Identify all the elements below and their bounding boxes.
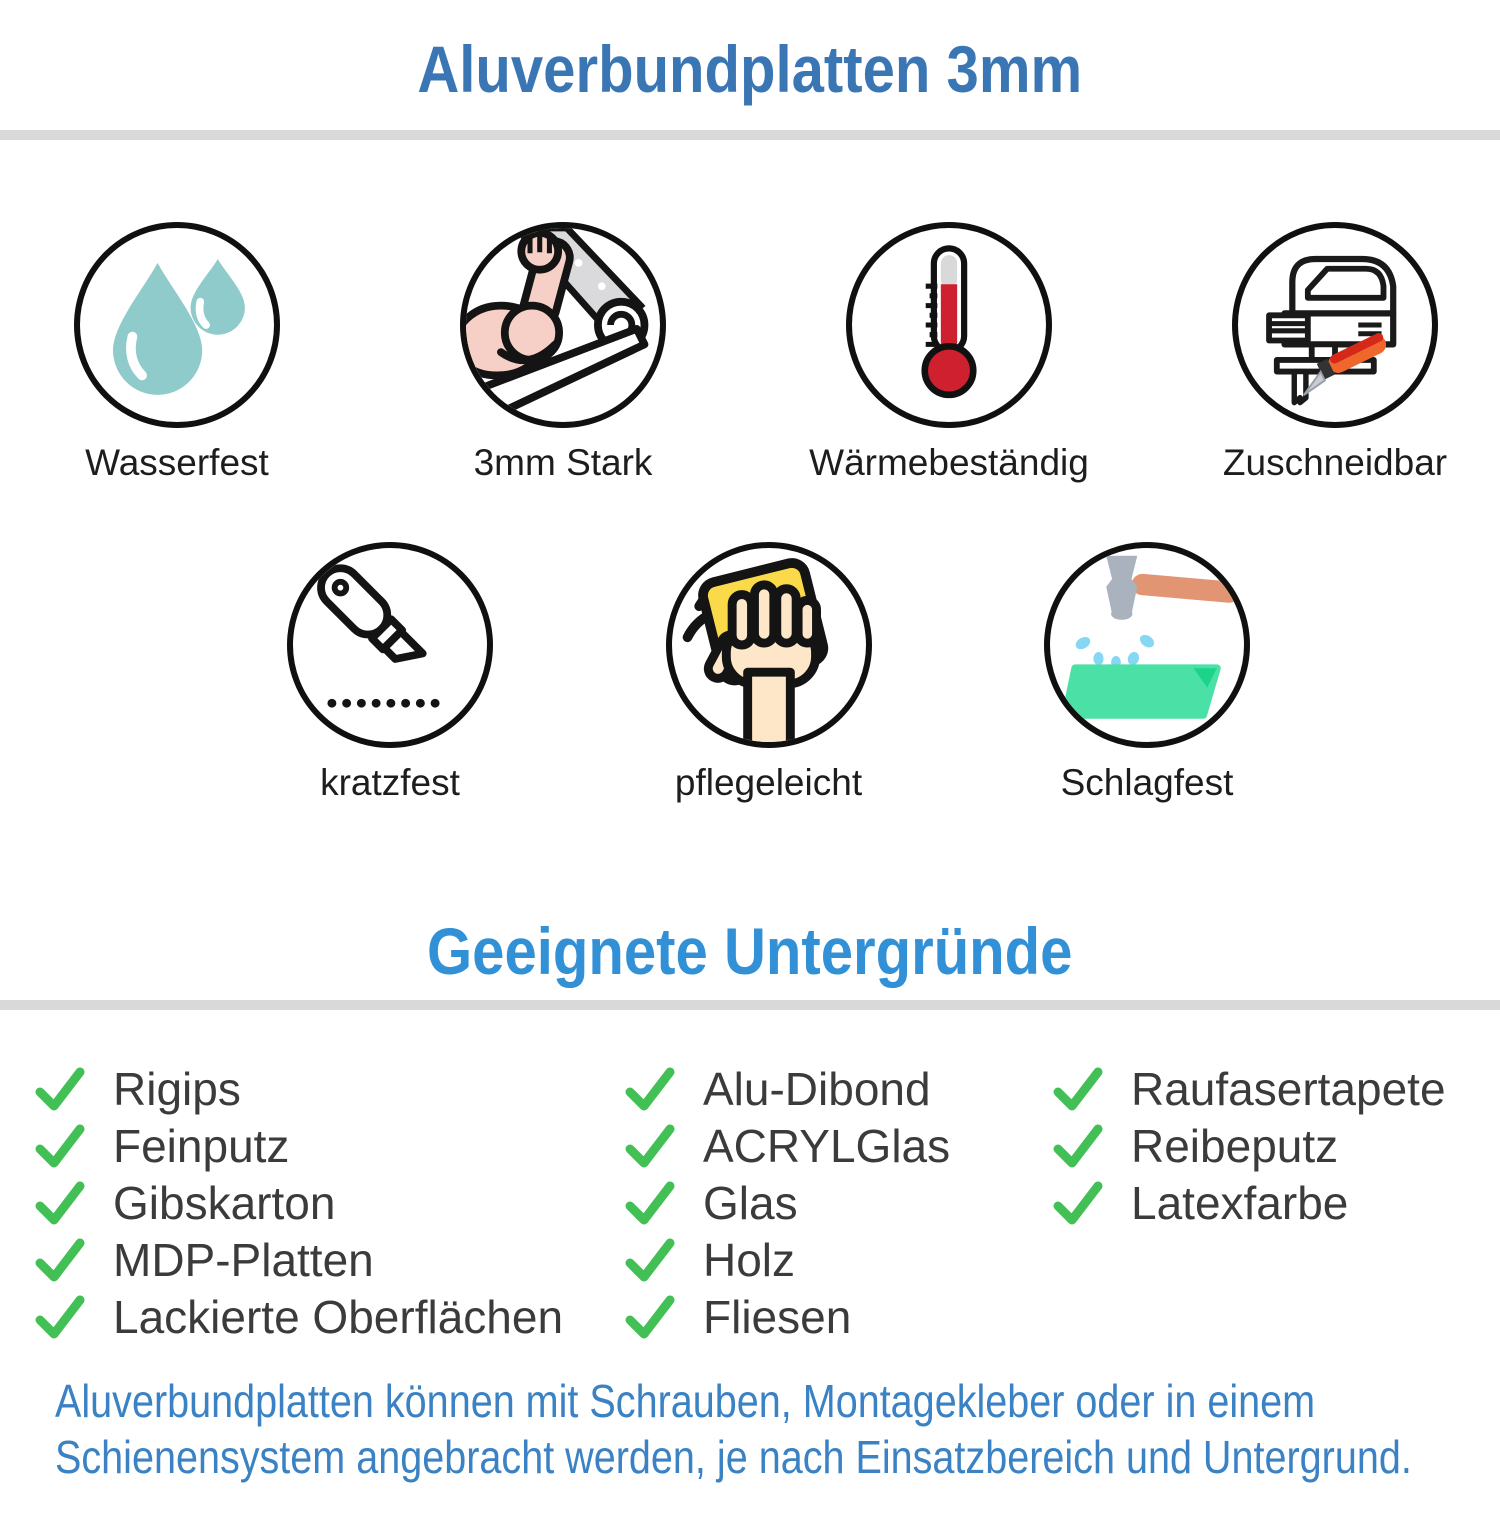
substrate-item: Holz <box>625 1231 1053 1288</box>
utility-knife-icon <box>287 542 493 748</box>
substrate-item: Alu-Dibond <box>625 1060 1053 1117</box>
substrate-label: Feinputz <box>113 1119 290 1172</box>
check-icon <box>1053 1124 1103 1167</box>
substrate-label: ACRYLGlas <box>703 1119 951 1172</box>
feature-label: Schlagfest <box>1060 762 1234 803</box>
substrate-item: Lackierte Oberflächen <box>35 1288 625 1345</box>
substrate-label: Rigips <box>113 1062 241 1115</box>
cleaning-hand-icon <box>665 542 872 748</box>
check-icon <box>35 1124 85 1167</box>
feature-schlagfest: Schlagfest <box>1032 542 1262 804</box>
section-title-text: Geeignete Untergründe <box>427 914 1073 988</box>
divider-top <box>0 130 1500 140</box>
features-row-1: Wasserfest <box>0 222 1500 484</box>
check-icon <box>625 1238 675 1281</box>
substrates-column-2: Alu-Dibond ACRYLGlas Glas Holz Fliesen <box>625 1060 1053 1345</box>
check-icon <box>35 1181 85 1224</box>
water-drops-icon <box>74 222 280 428</box>
check-icon <box>1053 1181 1103 1224</box>
feature-zuschneidbar: Zuschneidbar <box>1220 222 1450 484</box>
feature-kratzfest: kratzfest <box>275 542 505 804</box>
page-title-text: Aluverbundplatten 3mm <box>417 32 1083 106</box>
feature-label: Zuschneidbar <box>1222 442 1448 483</box>
check-icon <box>35 1238 85 1281</box>
substrate-item: ACRYLGlas <box>625 1117 1053 1174</box>
check-icon <box>625 1181 675 1224</box>
substrate-label: Glas <box>703 1176 798 1229</box>
feature-label: 3mm Stark <box>473 442 653 483</box>
substrate-item: Rigips <box>35 1060 625 1117</box>
mounting-note-line-1: Aluverbundplatten können mit Schrauben, … <box>55 1375 1316 1427</box>
section-title-untergruende: Geeignete Untergründe <box>0 918 1500 984</box>
feature-label: Wärmebeständig <box>809 442 1089 483</box>
substrate-item: Reibeputz <box>1053 1117 1500 1174</box>
check-icon <box>35 1295 85 1338</box>
check-icon <box>625 1124 675 1167</box>
mounting-note: Aluverbundplatten können mit Schrauben, … <box>55 1373 1500 1485</box>
feature-label: Wasserfest <box>85 442 269 483</box>
substrate-item: Feinputz <box>35 1117 625 1174</box>
muscle-arm-icon <box>460 222 666 428</box>
mounting-note-line-2: Schienensystem angebracht werden, je nac… <box>55 1431 1412 1483</box>
hammer-impact-icon <box>1044 542 1250 748</box>
substrate-item: Fliesen <box>625 1288 1053 1345</box>
check-icon <box>625 1067 675 1110</box>
substrate-label: Lackierte Oberflächen <box>113 1290 564 1343</box>
substrates-column-1: Rigips Feinputz Gibskarton MDP-Platten L… <box>35 1060 625 1345</box>
divider-substrates <box>0 1000 1500 1010</box>
substrate-label: Holz <box>703 1233 796 1286</box>
page-title: Aluverbundplatten 3mm <box>0 34 1500 104</box>
thermometer-icon <box>846 222 1052 428</box>
feature-waermebestaendig: Wärmebeständig <box>809 222 1089 484</box>
substrate-label: Reibeputz <box>1131 1119 1339 1172</box>
substrate-label: Gibskarton <box>113 1176 336 1229</box>
feature-wasserfest: Wasserfest <box>62 222 292 484</box>
jigsaw-knife-icon <box>1232 222 1438 428</box>
infographic-page: Aluverbundplatten 3mm Wasserfest <box>0 34 1500 1485</box>
substrates-column-3: Raufasertapete Reibeputz Latexfarbe <box>1053 1060 1500 1345</box>
substrate-item: Glas <box>625 1174 1053 1231</box>
substrates-columns: Rigips Feinputz Gibskarton MDP-Platten L… <box>0 1060 1500 1345</box>
substrate-label: Raufasertapete <box>1131 1062 1446 1115</box>
features-row-2: kratzfest <box>0 542 1500 804</box>
check-icon <box>35 1067 85 1110</box>
substrate-item: Gibskarton <box>35 1174 625 1231</box>
feature-pflegeleicht: pflegeleicht <box>654 542 884 804</box>
substrate-item: Latexfarbe <box>1053 1174 1500 1231</box>
substrate-label: Latexfarbe <box>1131 1176 1349 1229</box>
substrate-item: MDP-Platten <box>35 1231 625 1288</box>
check-icon <box>625 1295 675 1338</box>
feature-label: pflegeleicht <box>674 762 863 803</box>
substrate-label: Alu-Dibond <box>703 1062 931 1115</box>
feature-3mm-stark: 3mm Stark <box>448 222 678 484</box>
substrate-item: Raufasertapete <box>1053 1060 1500 1117</box>
check-icon <box>1053 1067 1103 1110</box>
feature-label: kratzfest <box>320 762 460 803</box>
substrate-label: Fliesen <box>703 1290 852 1343</box>
substrate-label: MDP-Platten <box>113 1233 374 1286</box>
